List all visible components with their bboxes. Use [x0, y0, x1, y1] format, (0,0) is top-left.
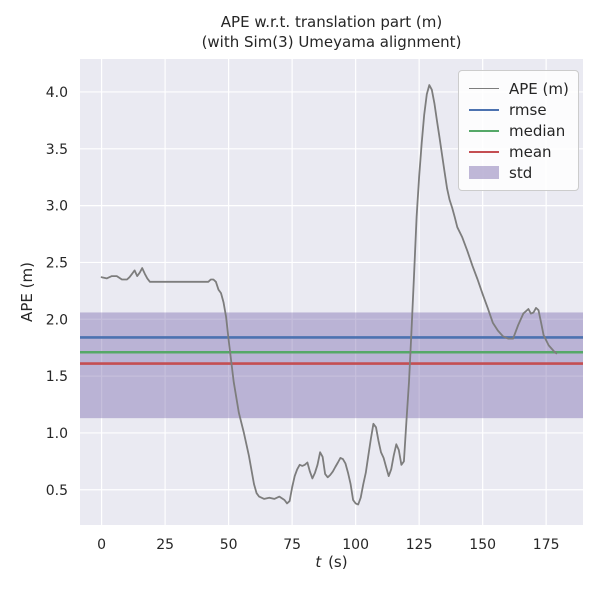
rmse-line-swatch [469, 108, 499, 111]
x-axis-label-unit: (s) [323, 553, 348, 571]
mean-line-swatch [469, 150, 499, 153]
ape-line-swatch [469, 88, 499, 89]
x-tick-label: 0 [97, 537, 106, 553]
legend-item-mean: mean [459, 141, 578, 162]
chart-title: APE w.r.t. translation part (m) (with Si… [80, 13, 583, 52]
y-axis-label: APE (m) [18, 262, 36, 322]
y-tick-label: 3.0 [46, 199, 68, 215]
legend-label-median: median [509, 121, 566, 140]
x-tick-label: 50 [220, 537, 238, 553]
legend-item-rmse: rmse [459, 99, 578, 120]
legend-item-std: std [459, 162, 578, 183]
legend-item-ape: APE (m) [459, 78, 578, 99]
x-axis-label: t (s) [80, 553, 583, 571]
legend-item-median: median [459, 120, 578, 141]
x-tick-label: 100 [342, 537, 369, 553]
y-tick-label: 3.5 [46, 142, 68, 158]
x-tick-label: 75 [283, 537, 301, 553]
y-tick-label: 2.5 [46, 255, 68, 271]
y-tick-label: 4.0 [46, 85, 68, 101]
chart-title-line1: APE w.r.t. translation part (m) [220, 13, 443, 31]
y-tick-label: 1.0 [46, 426, 68, 442]
x-tick-label: 125 [406, 537, 433, 553]
x-tick-label: 175 [533, 537, 560, 553]
y-tick-label: 1.5 [46, 369, 68, 385]
x-tick-label: 25 [156, 537, 174, 553]
legend-label-mean: mean [509, 142, 552, 161]
legend-label-std: std [509, 163, 533, 182]
x-axis-label-variable: t [315, 553, 322, 571]
legend-label-ape: APE (m) [509, 79, 569, 98]
std-band [80, 312, 583, 419]
y-tick-label: 0.5 [46, 483, 68, 499]
chart-title-line2: (with Sim(3) Umeyama alignment) [201, 32, 462, 51]
y-tick-label: 2.0 [46, 312, 68, 328]
median-line-swatch [469, 129, 499, 132]
ape-line [100, 84, 558, 506]
legend: APE (m) rmse median mean std [458, 70, 579, 191]
x-tick-label: 150 [469, 537, 496, 553]
legend-label-rmse: rmse [509, 100, 547, 119]
std-band-swatch [469, 166, 499, 179]
